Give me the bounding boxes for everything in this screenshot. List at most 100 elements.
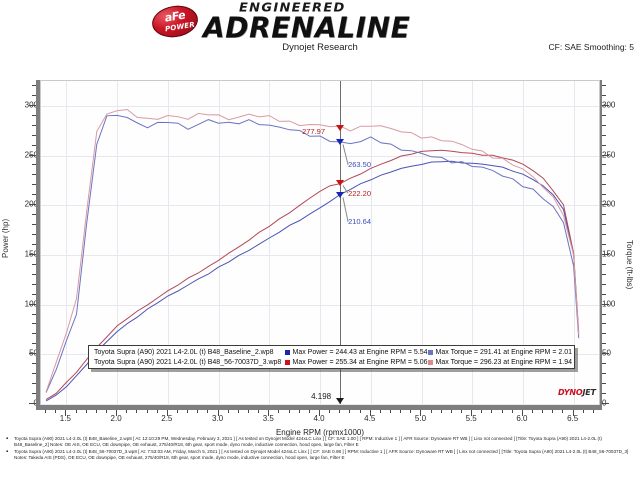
y2-axis-tick (602, 94, 606, 96)
legend-file-name: Toyota Supra (A90) 2021 L4-2.0L (t) B48_… (94, 358, 282, 366)
x-axis-tick (481, 410, 483, 413)
x-axis-tick (532, 410, 534, 413)
correction-factor-note: CF: SAE Smoothing: 5 (548, 42, 634, 52)
y2-axis-tick (602, 383, 606, 385)
x-tick-label: 3.5 (262, 414, 274, 423)
y2-axis-tick (602, 174, 606, 176)
gridline-horizontal (41, 304, 599, 306)
x-axis-tick (75, 410, 77, 413)
y2-axis-tick (602, 84, 606, 86)
footnote-text: Toyota Supra (A90) 2021 L4-2.0L (t) B48_… (14, 448, 629, 461)
x-tick-label: 6.0 (516, 414, 528, 423)
x-tick-label: 4.0 (313, 414, 325, 423)
y2-axis-tick (602, 144, 606, 146)
gridline-horizontal (41, 105, 599, 107)
x-axis-tick (521, 410, 523, 416)
x-axis-tick (288, 410, 290, 413)
legend-max-power: Max Power = 255.34 at Engine RPM = 5.06 (292, 358, 428, 366)
y2-axis-tick (602, 273, 606, 275)
brand-wordmark: ENGINEERED ADRENALINE (203, 2, 410, 43)
legend-file-name: Toyota Supra (A90) 2021 L4-2.0L (t) B48_… (94, 348, 274, 356)
data-point-label: 222.20 (348, 189, 372, 199)
gridline-vertical (66, 81, 68, 404)
x-axis-title: Engine RPM (rpmx1000) (275, 428, 365, 437)
y2-axis-tick (602, 283, 606, 285)
gridline-vertical (421, 81, 423, 404)
x-axis-tick (258, 410, 260, 413)
brand-adrenaline-text: ADRENALINE (203, 12, 411, 45)
y-axis-tick (32, 263, 36, 265)
x-axis-tick (390, 410, 392, 413)
bullet-icon: ▪ (6, 436, 9, 442)
y2-axis-tick (602, 124, 606, 126)
watermark-jet-text: JET (582, 388, 597, 397)
y2-axis-tick (602, 313, 606, 315)
x-axis-tick (430, 410, 432, 413)
y2-axis-tick (602, 333, 606, 335)
x-axis-tick (207, 410, 209, 413)
y-axis-tick (32, 243, 36, 245)
x-tick-label: 6.5 (567, 414, 579, 423)
x-axis-tick (319, 410, 320, 416)
y-axis-tick (32, 313, 36, 315)
cursor-x-value-label: 4.198 (311, 392, 332, 401)
data-point-marker (336, 191, 345, 198)
x-axis-tick (45, 410, 47, 413)
x-axis-tick (156, 410, 158, 413)
x-axis-tick-labels: 1.5 2.0 2.5 3.0 3.5 4.0 4.5 5.0 5.5 6.0 6.5 (0, 414, 640, 428)
x-axis-tick (359, 410, 361, 413)
y2-axis-tick (602, 234, 606, 236)
dynojet-watermark: DYNOJET (558, 388, 596, 397)
gridline-vertical (320, 81, 321, 404)
y-axis-tick (32, 124, 36, 126)
cursor-line[interactable] (340, 81, 342, 404)
x-axis-tick (308, 410, 310, 413)
x-axis-tick (247, 410, 249, 413)
y-axis-tick (29, 253, 36, 255)
x-axis-tick (227, 410, 229, 413)
afe-power-badge-icon: aFe POWER (149, 2, 201, 41)
legend-torque-swatch (427, 359, 433, 365)
y-axis-tick (32, 84, 36, 86)
x-axis-tick (440, 410, 442, 413)
x-axis-tick (369, 410, 371, 416)
y-axis-tick (29, 303, 36, 305)
legend-max-torque: Max Torque = 296.23 at Engine RPM = 1.94 (435, 358, 572, 366)
y-axis-tick (29, 403, 36, 404)
y-axis-tick (32, 194, 36, 196)
data-point-label: 277.97 (302, 126, 326, 136)
data-point-marker (336, 180, 345, 187)
afe-power-adrenaline-logo: aFe POWER ENGINEERED ADRENALINE (149, 2, 410, 43)
gridline-horizontal (41, 404, 599, 405)
series-line (45, 149, 580, 401)
gridline-vertical (269, 81, 271, 404)
legend-row: Toyota Supra (A90) 2021 L4-2.0L (t) B48_… (91, 357, 572, 367)
y-axis-tick (32, 293, 36, 295)
y-axis-tick (32, 234, 36, 236)
y2-axis-tick (602, 194, 606, 196)
legend-power-swatch (284, 349, 290, 355)
x-axis-tick (217, 410, 219, 416)
legend-power-swatch (284, 359, 290, 365)
x-axis-tick (278, 410, 280, 413)
y-axis-tick (29, 204, 36, 206)
y-axis-tick (32, 333, 36, 335)
y-axis-tick (32, 134, 36, 136)
y-axis-tick (32, 94, 36, 96)
y-axis-tick (32, 283, 36, 285)
gridline-vertical (117, 81, 119, 404)
y-axis-tick (32, 114, 36, 116)
legend-torque-swatch (427, 349, 433, 355)
x-axis-tick (126, 410, 128, 413)
x-axis-tick (379, 410, 381, 413)
y-axis-tick (32, 373, 36, 375)
x-axis-tick (450, 410, 452, 413)
series-line (45, 160, 580, 402)
chart-curves (45, 108, 580, 402)
y2-axis-tick (602, 363, 606, 365)
x-axis-tick (410, 410, 412, 413)
legend-max-torque: Max Torque = 291.41 at Engine RPM = 2.01 (435, 348, 572, 356)
gridline-vertical (472, 81, 474, 404)
y2-axis-tick (602, 214, 606, 216)
y-axis-tick (32, 144, 36, 146)
